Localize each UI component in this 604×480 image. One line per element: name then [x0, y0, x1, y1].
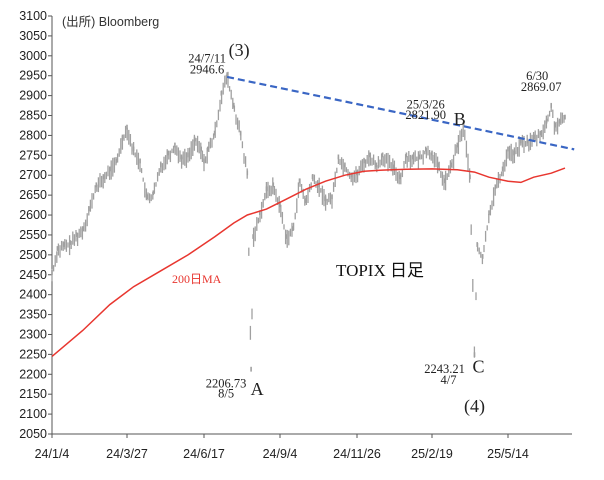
x-tick-label: 24/9/4 [263, 447, 298, 461]
y-tick-label: 2100 [19, 407, 47, 421]
annotation-label: 25/3/26 [407, 97, 445, 111]
y-tick-label: 2400 [19, 288, 47, 302]
y-tick-label: 3100 [19, 9, 47, 23]
y-tick-label: 2250 [19, 347, 47, 361]
annotation-label: 2869.07 [521, 80, 562, 94]
y-tick-label: 2600 [19, 208, 47, 222]
y-tick-label: 3000 [19, 49, 47, 63]
y-tick-label: 2300 [19, 327, 47, 341]
y-tick-label: 3050 [19, 29, 47, 43]
topix-price-series [51, 71, 566, 372]
y-tick-label: 2500 [19, 248, 47, 262]
y-tick-label: 2900 [19, 89, 47, 103]
annotation-label: 4/7 [441, 373, 457, 387]
y-tick-label: 2850 [19, 109, 47, 123]
x-tick-label: 25/2/19 [411, 447, 453, 461]
x-tick-label: 24/11/26 [333, 447, 381, 461]
annotation-label: 6/30 [526, 69, 548, 83]
annotation-label: (3) [229, 40, 250, 61]
x-tick-label: 24/1/4 [35, 447, 70, 461]
annotation-label: 2821.90 [405, 108, 446, 122]
x-tick-label: 25/5/14 [487, 447, 529, 461]
x-tick-label: 24/3/27 [106, 447, 148, 461]
y-tick-label: 2650 [19, 188, 47, 202]
ma-200-line [51, 167, 566, 357]
annotation-label: 8/5 [218, 386, 234, 400]
y-tick-label: 2750 [19, 148, 47, 162]
annotation-label: (4) [464, 396, 485, 417]
y-tick-label: 2950 [19, 69, 47, 83]
y-tick-label: 2200 [19, 367, 47, 381]
annotation-label: C [472, 357, 484, 377]
y-tick-label: 2700 [19, 168, 47, 182]
trendline-series [226, 75, 575, 151]
annotation-label: A [251, 379, 264, 399]
annotation-label: B [454, 109, 466, 129]
annotation-label: 2946.6 [190, 63, 224, 77]
annotation-label: 24/7/11 [188, 52, 226, 66]
y-tick-label: 2350 [19, 308, 47, 322]
x-tick-label: 24/6/17 [183, 447, 225, 461]
annotation-label: 2243.21 [424, 362, 465, 376]
axes: 2050 2100 2150 2200 2250 2300 2350 2400 2450 2500… [19, 9, 572, 461]
chart-labels: (出所) Bloomberg TOPIX 日足 [62, 15, 424, 280]
y-tick-label: 2450 [19, 268, 47, 282]
ma-200-label: 200日MA [172, 272, 222, 286]
y-tick-label: 2050 [19, 427, 47, 441]
y-tick-label: 2550 [19, 228, 47, 242]
ma-series: 200日MA [51, 167, 566, 357]
chart-title: TOPIX 日足 [336, 261, 424, 280]
y-tick-label: 2800 [19, 128, 47, 142]
annotation-label: 2206.73 [206, 376, 247, 390]
source-label: (出所) Bloomberg [62, 15, 159, 29]
y-tick-label: 2150 [19, 387, 47, 401]
trendline [226, 75, 575, 151]
